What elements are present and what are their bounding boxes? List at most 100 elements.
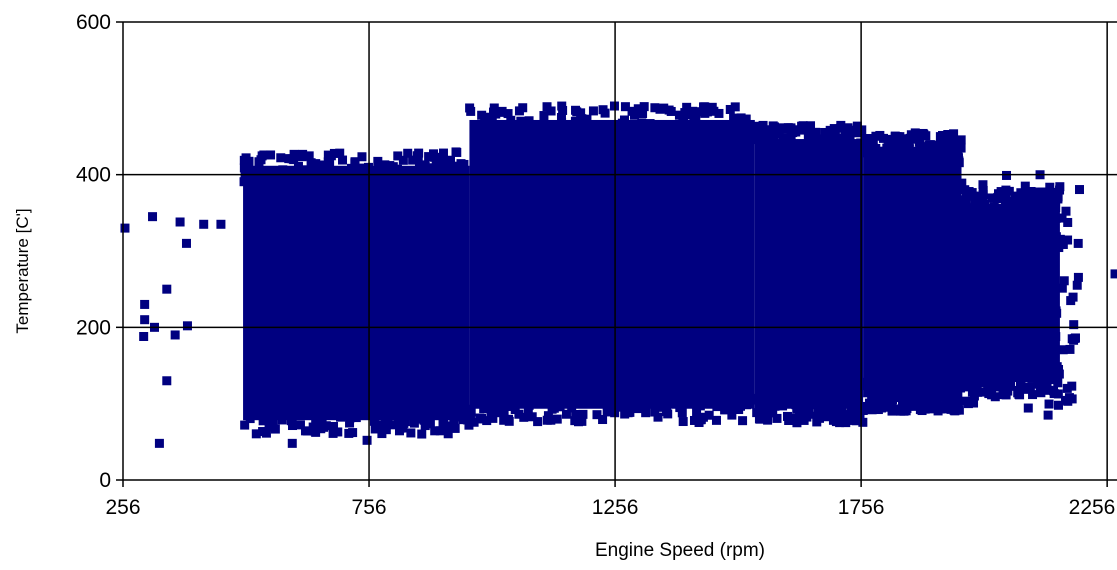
data-point (289, 176, 299, 186)
data-point (883, 376, 893, 386)
data-point (1065, 344, 1075, 354)
data-point (1054, 243, 1064, 253)
data-point (942, 404, 952, 414)
data-point (826, 127, 836, 137)
data-point (479, 404, 489, 414)
data-point (386, 402, 396, 412)
data-point (524, 128, 534, 138)
data-point (820, 127, 830, 137)
data-point (876, 386, 886, 396)
data-point (491, 126, 501, 136)
data-point (1006, 201, 1016, 211)
data-point (950, 213, 960, 223)
data-point (896, 157, 906, 167)
data-point (526, 394, 536, 404)
tick-labels: 256 756 1256 1756 2256 0 200 400 600 (76, 11, 1115, 519)
data-point (861, 380, 871, 390)
data-point (362, 435, 372, 445)
data-point (403, 148, 413, 158)
data-point (620, 409, 630, 419)
data-point (425, 399, 435, 409)
data-point (443, 429, 453, 439)
data-point (787, 397, 797, 407)
data-point (985, 386, 995, 396)
data-point (992, 286, 1002, 296)
data-point (834, 394, 844, 404)
data-point (321, 163, 331, 173)
data-point (438, 148, 448, 158)
data-point (406, 428, 416, 438)
data-point (658, 402, 668, 412)
data-point (366, 409, 376, 419)
data-point (930, 291, 940, 301)
data-point (496, 107, 506, 117)
data-point (946, 388, 956, 398)
data-point (400, 417, 410, 427)
data-point (578, 119, 588, 129)
data-point (784, 415, 794, 425)
data-point (311, 418, 321, 428)
data-point (576, 108, 586, 118)
data-point (700, 125, 710, 135)
data-point (447, 168, 457, 178)
data-point (245, 402, 255, 412)
data-point (1001, 185, 1011, 195)
data-point (620, 102, 630, 112)
data-point (509, 392, 519, 402)
data-point (948, 153, 958, 163)
data-point (371, 404, 381, 414)
data-point (773, 140, 783, 150)
data-point (324, 169, 334, 179)
data-point (780, 124, 790, 134)
data-point (505, 401, 515, 411)
data-point (789, 150, 799, 160)
data-point (1053, 400, 1063, 410)
data-point (1055, 182, 1065, 192)
data-point (369, 416, 379, 426)
data-point (819, 396, 829, 406)
data-point (557, 101, 567, 111)
data-point (1037, 215, 1047, 225)
data-point (1057, 213, 1067, 223)
data-point (588, 106, 598, 116)
data-point (692, 407, 702, 417)
data-point (805, 393, 815, 403)
data-point (333, 427, 343, 437)
data-point (281, 409, 291, 419)
data-point (911, 155, 921, 165)
data-point (1014, 197, 1024, 207)
data-point (995, 212, 1005, 222)
data-point (1053, 192, 1063, 202)
data-point (962, 239, 972, 249)
data-point (949, 129, 959, 139)
data-point (601, 398, 611, 408)
data-point (496, 397, 506, 407)
data-point (499, 406, 509, 416)
data-point (1014, 237, 1024, 247)
data-point (393, 402, 403, 412)
data-point (1043, 410, 1053, 420)
data-point (930, 140, 940, 150)
data-point (908, 387, 918, 397)
data-point (655, 126, 665, 136)
data-point (316, 400, 326, 410)
data-point (693, 131, 703, 141)
data-point (1059, 276, 1069, 286)
data-point (884, 143, 894, 153)
data-point (897, 384, 907, 394)
data-point (486, 407, 496, 417)
data-points (120, 101, 1117, 448)
data-point (546, 415, 556, 425)
data-point (420, 421, 430, 431)
data-point (1041, 203, 1051, 213)
data-point (1018, 384, 1028, 394)
data-point (999, 307, 1009, 317)
data-point (786, 132, 796, 142)
data-point (1007, 238, 1017, 248)
data-point (874, 380, 884, 390)
data-point (348, 172, 358, 182)
data-point (602, 407, 612, 417)
data-point (892, 390, 902, 400)
data-point (154, 438, 164, 448)
